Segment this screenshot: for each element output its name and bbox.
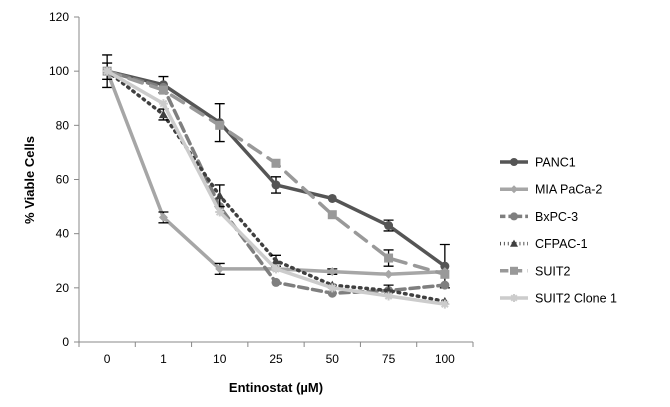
x-tick-label: 1 [160, 352, 167, 366]
y-tick-label: 0 [62, 335, 69, 349]
x-axis-label: Entinostat (µM) [229, 380, 323, 395]
y-tick-label: 120 [49, 10, 69, 24]
x-tick-label: 75 [382, 352, 396, 366]
data-point-mia-paca-2 [158, 212, 168, 222]
data-point-bxpc-3 [271, 277, 281, 287]
legend-marker [510, 294, 518, 302]
data-point-cfpac-1 [271, 256, 281, 265]
x-tick-label: 10 [213, 352, 227, 366]
data-point-suit2-clone-1 [158, 99, 168, 109]
legend-label: CFPAC-1 [535, 237, 588, 251]
x-tick-label: 0 [104, 352, 111, 366]
data-point-suit2-clone-1 [271, 264, 281, 274]
legend-marker [510, 185, 518, 194]
data-point-cfpac-1 [384, 286, 394, 295]
data-point-suit2 [215, 120, 225, 130]
legend-item-bxpc-3: BxPC-3 [500, 210, 578, 224]
legend-item-panc1: PANC1 [500, 156, 576, 170]
legend-marker [510, 158, 518, 166]
data-point-mia-paca-2 [384, 269, 394, 279]
y-tick-label: 40 [56, 227, 70, 241]
data-point-mia-paca-2 [327, 267, 337, 277]
series-suit2-clone-1 [102, 66, 450, 309]
legend-item-suit2: SUIT2 [500, 264, 570, 278]
legend-marker [510, 212, 518, 221]
data-point-suit2-clone-1 [215, 207, 225, 217]
data-point-suit2-clone-1 [440, 299, 450, 309]
data-point-suit2-clone-1 [327, 283, 337, 293]
y-tick-label: 80 [56, 118, 70, 132]
legend-item-mia-paca-2: MIA PaCa-2 [500, 183, 602, 197]
data-point-suit2 [384, 253, 394, 263]
data-point-suit2 [271, 158, 281, 168]
legend-marker [510, 266, 518, 275]
legend-item-suit2-clone-1: SUIT2 Clone 1 [500, 292, 617, 306]
data-point-mia-paca-2 [215, 264, 225, 274]
legend-label: SUIT2 Clone 1 [535, 292, 617, 306]
legend-label: PANC1 [535, 156, 576, 170]
x-tick-label: 100 [435, 352, 455, 366]
data-point-suit2 [327, 210, 337, 220]
data-point-suit2-clone-1 [384, 291, 394, 301]
y-tick-label: 20 [56, 281, 70, 295]
data-point-panc1 [384, 221, 394, 231]
data-point-suit2 [158, 85, 168, 95]
data-point-panc1 [440, 261, 450, 271]
series-panc1 [102, 54, 450, 289]
data-point-suit2 [440, 269, 450, 279]
y-tick-label: 100 [49, 64, 69, 78]
legend-label: MIA PaCa-2 [535, 183, 602, 197]
legend-label: SUIT2 [535, 264, 570, 278]
x-tick-label: 50 [326, 352, 340, 366]
legend-marker [510, 239, 518, 247]
legend-label: BxPC-3 [535, 210, 578, 224]
data-point-suit2-clone-1 [102, 66, 112, 76]
data-point-panc1 [271, 180, 281, 190]
y-axis-label: % Viable Cells [22, 136, 37, 224]
data-point-cfpac-1 [158, 110, 168, 119]
y-tick-label: 60 [56, 173, 70, 187]
data-point-cfpac-1 [215, 191, 225, 200]
legend-item-cfpac-1: CFPAC-1 [500, 237, 588, 251]
x-tick-label: 25 [269, 352, 283, 366]
data-point-panc1 [327, 193, 337, 203]
data-point-bxpc-3 [440, 280, 450, 290]
